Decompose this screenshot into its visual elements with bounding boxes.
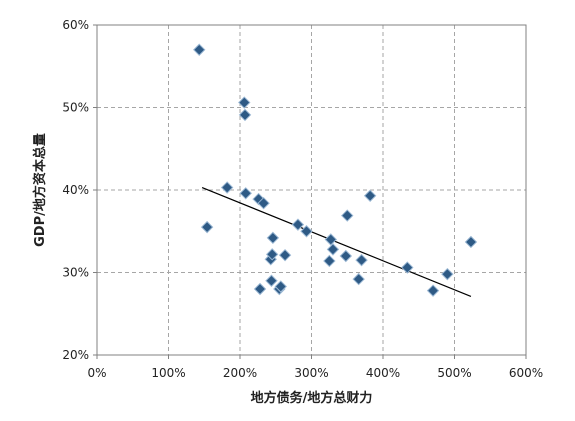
x-tick-label: 200% <box>223 366 257 380</box>
data-point <box>326 243 340 256</box>
x-tick-label: 500% <box>437 366 471 380</box>
data-point <box>220 181 234 194</box>
data-point <box>265 274 278 287</box>
data-point <box>291 218 305 231</box>
data-point <box>426 284 440 297</box>
data-point <box>352 272 365 286</box>
data-point <box>324 233 338 246</box>
y-axis-title: GDP/地方资本总量 <box>32 133 48 247</box>
gridlines <box>97 25 526 355</box>
data-point <box>278 248 292 262</box>
data-point <box>300 225 313 238</box>
x-tick-label: 100% <box>151 366 185 380</box>
y-axis: 20% 30% 40% 50% 60% <box>62 18 97 362</box>
x-axis: 0% 100% 200% 300% 400% 500% 600% <box>87 355 543 380</box>
data-point <box>464 235 478 249</box>
x-axis-title: 地方债务/地方总财力 <box>251 390 373 406</box>
data-point <box>253 282 267 296</box>
y-tick-label: 20% <box>62 348 89 362</box>
data-point <box>363 189 377 202</box>
data-point <box>355 253 368 267</box>
data-point <box>401 261 414 274</box>
data-point <box>339 249 353 263</box>
data-point <box>193 43 206 56</box>
y-tick-label: 50% <box>62 101 89 115</box>
x-tick-label: 300% <box>294 366 328 380</box>
data-point <box>238 108 252 122</box>
data-point <box>274 280 287 293</box>
y-tick-label: 60% <box>62 18 89 32</box>
data-points <box>193 43 478 297</box>
trendline <box>201 186 472 297</box>
x-tick-label: 600% <box>509 366 543 380</box>
data-point <box>200 220 214 234</box>
data-point <box>239 187 252 200</box>
x-tick-label: 0% <box>87 366 106 380</box>
data-point <box>238 96 251 109</box>
x-tick-label: 400% <box>366 366 400 380</box>
y-tick-label: 30% <box>62 266 89 280</box>
data-point <box>441 267 454 281</box>
data-point <box>257 196 270 210</box>
data-point <box>323 254 336 268</box>
data-point <box>265 248 279 261</box>
data-point <box>341 209 354 222</box>
data-point <box>266 231 280 245</box>
y-tick-label: 40% <box>62 183 89 197</box>
